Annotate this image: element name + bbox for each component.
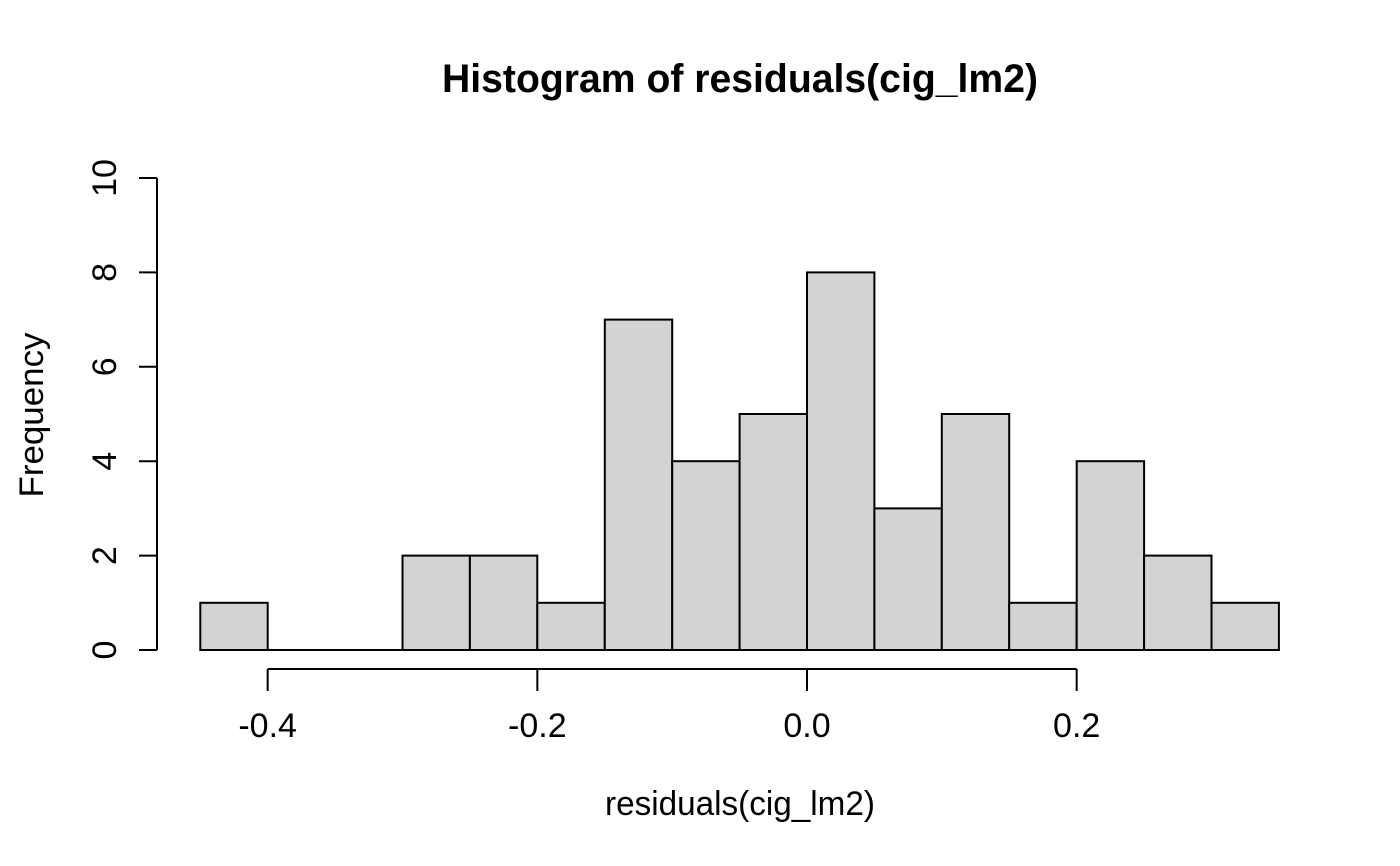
histogram-bar: [1143, 554, 1213, 651]
y-tick-label: 6: [86, 357, 124, 376]
chart-title: Histogram of residuals(cig_lm2): [442, 57, 1038, 101]
x-tick-label: 0.2: [1053, 707, 1100, 745]
histogram-bar: [1075, 460, 1146, 652]
histogram-bar: [468, 554, 539, 651]
histogram-bar: [199, 601, 269, 651]
x-axis-group: -0.4 -0.2 0.0 0.2: [238, 668, 1100, 745]
histogram-bar: [1008, 601, 1078, 651]
histogram-bar: [738, 413, 808, 651]
x-tick-label: 0.0: [783, 707, 830, 745]
histogram-bar: [873, 507, 943, 651]
histogram-bar: [671, 460, 741, 652]
histogram-bar: [940, 413, 1011, 651]
histogram-bar: [1210, 601, 1280, 651]
y-axis-label: Frequency: [13, 333, 51, 498]
y-tick-label: 10: [86, 159, 124, 197]
histogram-bar: [806, 271, 876, 651]
x-axis-label: residuals(cig_lm2): [605, 785, 875, 823]
histogram-bar: [536, 601, 606, 651]
x-tick-label: -0.4: [238, 707, 297, 745]
y-tick-label: 0: [86, 641, 124, 660]
histogram-bar: [603, 318, 674, 651]
x-tick-label: -0.2: [508, 707, 567, 745]
bars-group: [199, 271, 1280, 652]
histogram-bar: [401, 554, 471, 651]
y-axis-group: 0 2 4 6 8 10: [86, 159, 158, 660]
y-tick-label: 4: [86, 452, 124, 471]
y-tick-label: 8: [86, 263, 124, 282]
y-tick-label: 2: [86, 546, 124, 565]
